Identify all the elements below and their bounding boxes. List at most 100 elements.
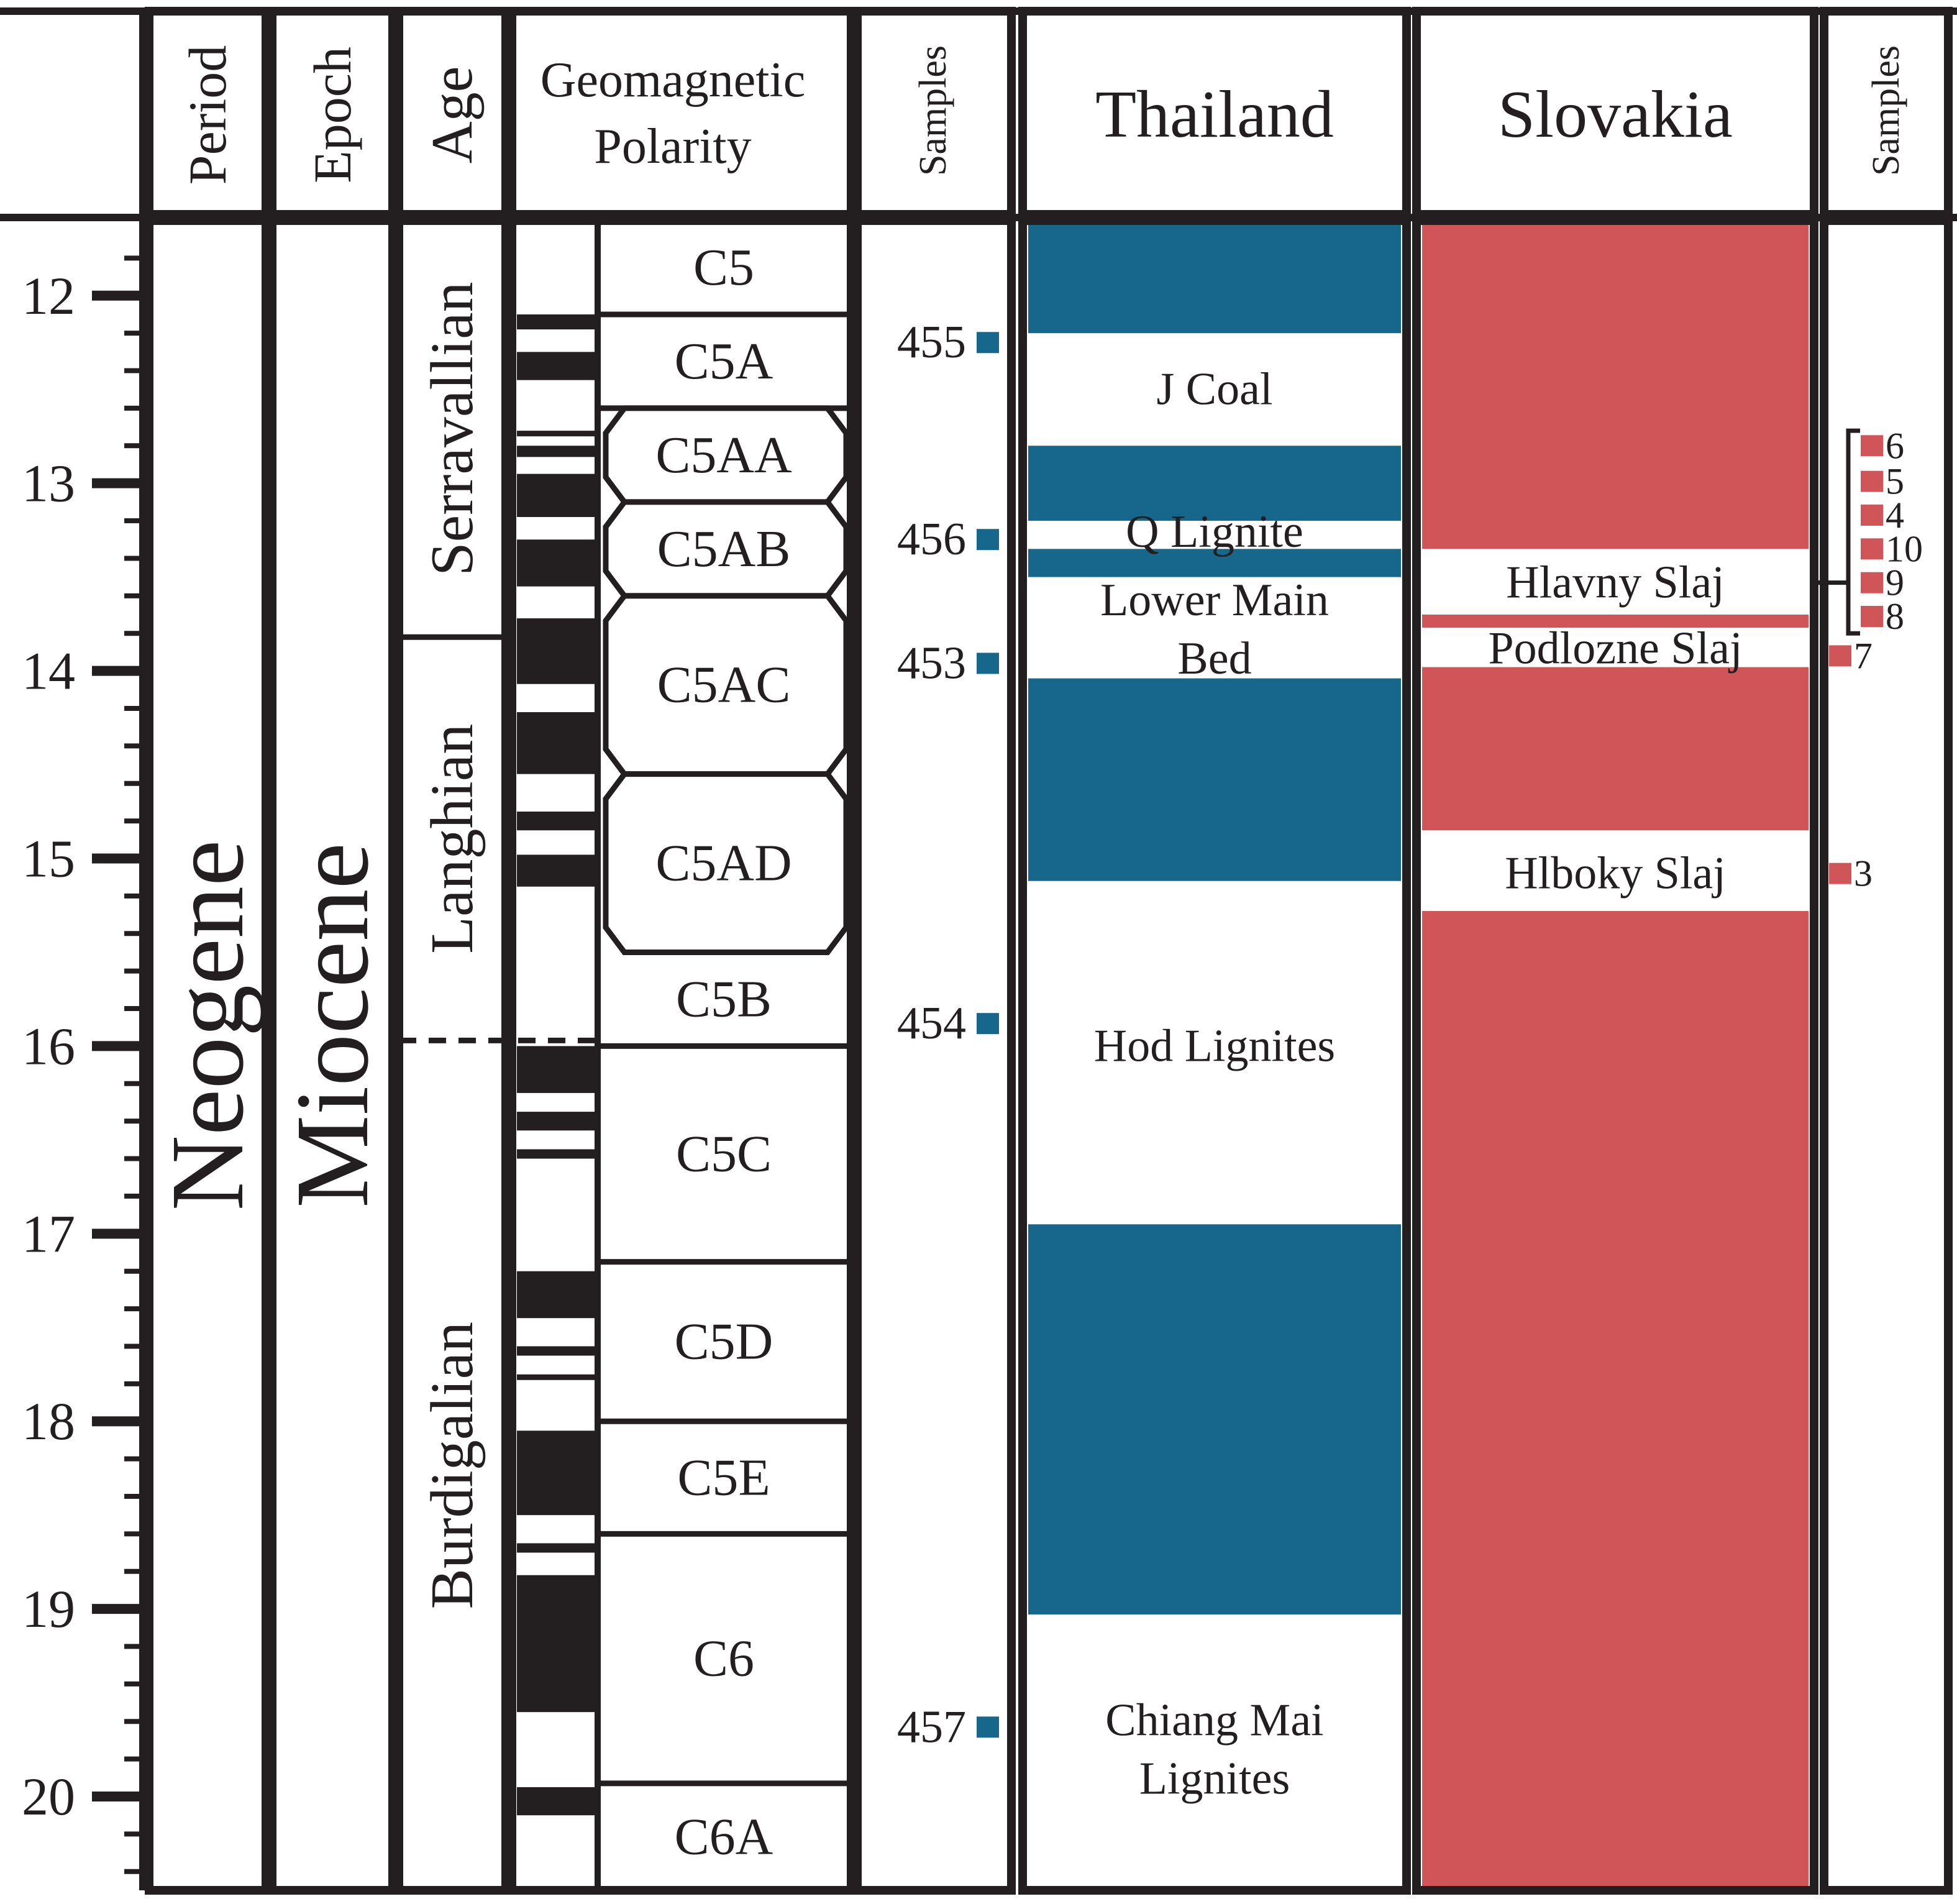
slovakia-seam-gap [1422, 830, 1809, 912]
polarity-normal-band [517, 1346, 595, 1356]
header-box-polarity [508, 7, 855, 219]
sample-label-thailand: 453 [897, 638, 966, 689]
chron-label: C5AD [655, 835, 791, 892]
header-polarity-line2: Polarity [594, 119, 751, 174]
chron-label: C5AB [657, 520, 791, 578]
epoch-label: Miocene [275, 843, 390, 1208]
sample-marker-thailand [977, 1716, 999, 1738]
tick-label: 13 [22, 454, 75, 513]
header-slovakia: Slovakia [1498, 78, 1733, 152]
header-samples-left: Samples [912, 45, 954, 176]
header-period: Period [178, 45, 237, 185]
tick-label: 12 [22, 266, 75, 326]
polarity-normal-band [517, 712, 595, 774]
sample-marker-slovakia [1861, 538, 1883, 560]
sample-label-slovakia: 4 [1886, 495, 1904, 536]
polarity-normal-band [517, 1271, 595, 1319]
sample-marker-slovakia [1861, 470, 1883, 492]
sample-label-slovakia: 7 [1854, 635, 1873, 676]
chron-label: C5D [675, 1312, 773, 1370]
slovakia-seam-gap [1422, 628, 1809, 667]
thailand-coal-band [1028, 1224, 1401, 1615]
sample-group-bracket [1846, 428, 1860, 636]
slovakia-unit-label: Hlavny Slaj [1506, 557, 1724, 608]
thailand-unit-label: J Coal [1156, 364, 1272, 415]
polarity-normal-band [517, 1543, 595, 1553]
thailand-unit-label: Chiang Mai [1105, 1695, 1323, 1746]
polarity-normal-band [517, 812, 595, 831]
polarity-normal-band [517, 1430, 595, 1516]
tick-label: 14 [22, 641, 75, 701]
thailand-unit-label: Bed [1177, 633, 1251, 684]
header-epoch: Epoch [303, 47, 362, 183]
polarity-normal-band [517, 446, 595, 457]
tick-label: 15 [22, 828, 75, 888]
polarity-normal-band [517, 1046, 595, 1093]
tick-label: 16 [22, 1016, 75, 1076]
column-borders [0, 7, 1957, 1895]
polarity-normal-band [517, 1374, 595, 1380]
sample-marker-slovakia [1861, 572, 1883, 593]
sample-label-slovakia: 8 [1886, 596, 1904, 637]
chron-label: C5AC [657, 656, 791, 714]
chron-label: C5AA [655, 426, 792, 484]
thailand-coal-band [1028, 446, 1401, 521]
slovakia-unit-label: Hlboky Slaj [1505, 848, 1726, 899]
thailand-unit-label: Lignites [1139, 1754, 1290, 1805]
thailand-unit-label: Hod Lignites [1094, 1020, 1335, 1071]
sample-marker-slovakia [1861, 606, 1883, 628]
sample-label-slovakia: 9 [1886, 562, 1904, 603]
column-fills [517, 221, 1883, 1890]
polarity-normal-band [517, 539, 595, 587]
slovakia-seam-gap [1422, 549, 1809, 615]
chron-label: C5E [677, 1449, 770, 1506]
column-box-samples-left [853, 216, 1016, 1895]
sample-label-slovakia: 6 [1886, 425, 1904, 466]
polarity-normal-band [517, 618, 595, 684]
header-samples-right: Samples [1865, 45, 1907, 176]
period-label: Neogene [150, 840, 265, 1211]
chron-label: C5B [676, 970, 772, 1028]
tick-label: 19 [22, 1579, 75, 1639]
polarity-normal-band [517, 314, 595, 330]
sample-marker-thailand [977, 529, 999, 551]
thailand-coal-band [1028, 678, 1401, 881]
sample-label-thailand: 456 [897, 514, 966, 565]
tick-label: 20 [22, 1767, 75, 1826]
tick-label: 18 [22, 1391, 75, 1451]
age-stage-label: Langhian [419, 724, 486, 954]
polarity-normal-band [517, 1149, 595, 1159]
polarity-normal-band [517, 854, 595, 887]
sample-marker-thailand [977, 652, 999, 674]
chron-box [603, 771, 849, 955]
polarity-normal-band [517, 431, 595, 437]
thailand-unit-label: Lower Main [1100, 575, 1329, 626]
chron-label: C5 [693, 239, 754, 296]
chron-label: C6 [693, 1630, 754, 1688]
sample-label-slovakia: 10 [1886, 528, 1923, 569]
sample-label-slovakia: 5 [1886, 461, 1904, 502]
polarity-normal-band [517, 1787, 595, 1816]
sample-marker-thailand [977, 332, 999, 354]
chron-label: C5C [676, 1125, 772, 1183]
polarity-normal-band [517, 1575, 595, 1713]
header-age: Age [420, 66, 485, 164]
thailand-coal-band [1028, 221, 1401, 334]
polarity-normal-band [517, 1112, 595, 1131]
sample-marker-slovakia [1829, 863, 1851, 884]
sample-label-slovakia: 3 [1854, 853, 1873, 894]
chron-label: C6A [675, 1808, 773, 1865]
sample-label-thailand: 455 [897, 317, 966, 368]
sample-label-thailand: 454 [897, 998, 966, 1049]
header-thailand: Thailand [1095, 78, 1334, 152]
sample-marker-slovakia [1829, 645, 1851, 667]
chart-labels: C5 C5A C5AA C5AB C5AC C5AD C5B C5C C5D C5E C6 C6A Se… [22, 239, 1923, 1865]
slovakia-unit-label: Podlozne Slaj [1488, 623, 1742, 674]
slovakia-band [1422, 221, 1809, 1890]
thailand-coal-band [1028, 549, 1401, 577]
sample-marker-slovakia [1861, 504, 1883, 526]
polarity-normal-band [517, 474, 595, 518]
sample-label-thailand: 457 [897, 1701, 966, 1752]
sample-marker-slovakia [1861, 435, 1883, 457]
